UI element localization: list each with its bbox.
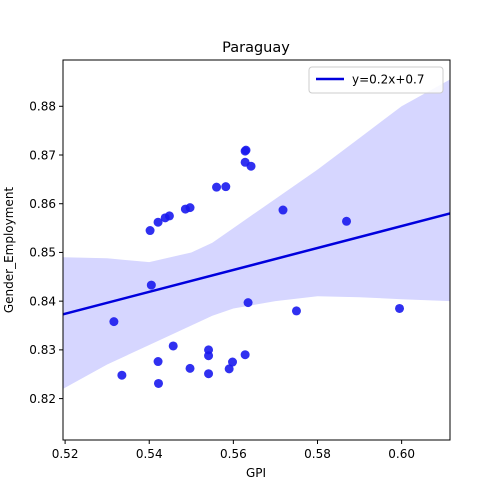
y-tick-label: 0.85 bbox=[29, 246, 56, 260]
x-tick-label: 0.60 bbox=[388, 447, 415, 461]
y-tick-label: 0.87 bbox=[29, 148, 56, 162]
data-point bbox=[228, 357, 238, 367]
x-axis: 0.52 0.54 0.56 0.58 0.60 bbox=[52, 440, 415, 461]
data-point bbox=[185, 363, 195, 373]
x-axis-label: GPI bbox=[246, 466, 266, 480]
data-point bbox=[278, 205, 288, 215]
y-tick-label: 0.83 bbox=[29, 343, 56, 357]
data-point bbox=[204, 369, 214, 379]
confidence-band bbox=[63, 79, 450, 389]
data-point bbox=[145, 226, 155, 236]
x-tick-label: 0.58 bbox=[304, 447, 331, 461]
regression-line bbox=[62, 212, 451, 316]
y-tick-label: 0.86 bbox=[29, 197, 56, 211]
data-point bbox=[243, 298, 253, 308]
y-tick-label: 0.88 bbox=[29, 100, 56, 114]
chart-title: Paraguay bbox=[222, 40, 290, 56]
data-point bbox=[221, 182, 231, 192]
legend-label: y=0.2x+0.7 bbox=[352, 73, 424, 87]
data-point bbox=[164, 211, 174, 221]
data-point bbox=[291, 306, 301, 316]
data-point bbox=[212, 182, 222, 192]
data-point bbox=[240, 350, 250, 360]
plot-area bbox=[62, 79, 451, 389]
data-point bbox=[153, 357, 163, 367]
data-point bbox=[153, 217, 163, 227]
data-point bbox=[395, 303, 405, 313]
data-point bbox=[153, 378, 163, 388]
legend: y=0.2x+0.7 bbox=[308, 66, 444, 94]
data-point bbox=[146, 280, 156, 290]
x-tick-label: 0.54 bbox=[136, 447, 163, 461]
legend-box bbox=[308, 66, 444, 94]
data-point bbox=[342, 216, 352, 226]
y-tick-label: 0.84 bbox=[29, 294, 56, 308]
data-point bbox=[241, 145, 251, 155]
data-point bbox=[168, 341, 178, 351]
data-point bbox=[204, 351, 214, 361]
data-point bbox=[224, 364, 234, 374]
x-tick-label: 0.52 bbox=[52, 447, 79, 461]
y-axis: 0.82 0.83 0.84 0.85 0.86 0.87 0.88 bbox=[29, 100, 63, 406]
axes-frame bbox=[62, 59, 451, 441]
data-point bbox=[246, 161, 256, 171]
y-tick-label: 0.82 bbox=[29, 392, 56, 406]
data-point bbox=[109, 317, 119, 327]
data-point bbox=[117, 370, 127, 380]
data-point bbox=[185, 203, 195, 213]
y-axis-label: Gender_Employment bbox=[2, 187, 16, 314]
x-tick-label: 0.56 bbox=[220, 447, 247, 461]
